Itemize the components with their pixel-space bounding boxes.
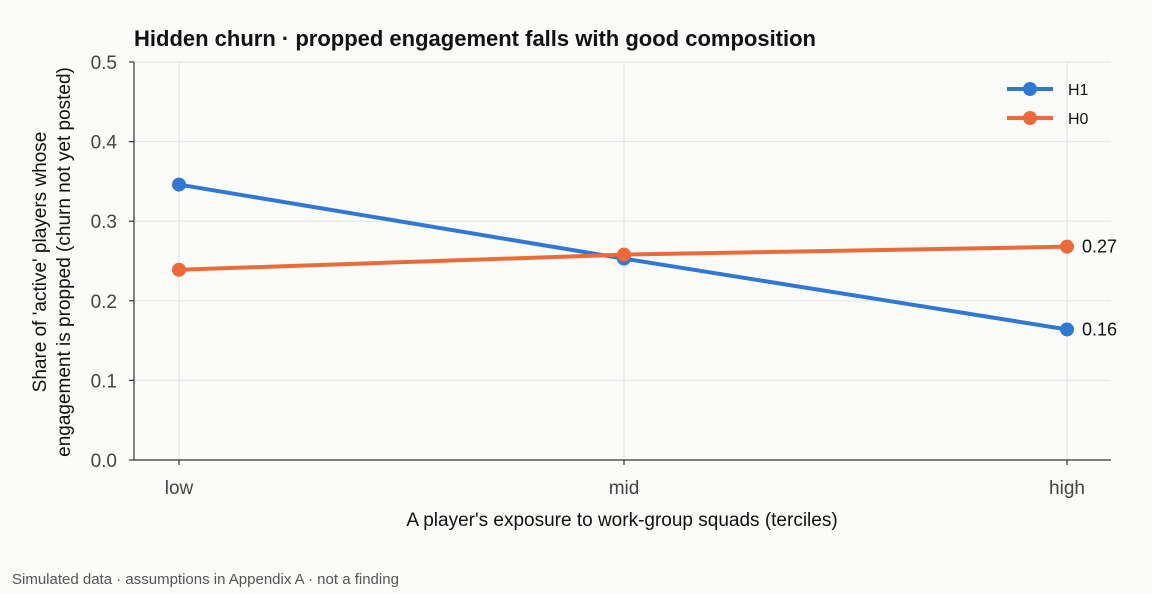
data-point-h1 [1060, 322, 1074, 337]
data-point-h0 [172, 262, 186, 277]
y-tick-label: 0.4 [91, 133, 118, 154]
y-axis-label-line-2: engagement is propped (churn not yet pos… [54, 67, 75, 457]
data-point-h1 [172, 177, 186, 192]
grid-lines [134, 61, 1111, 460]
x-tick-label: low [165, 478, 194, 499]
chart-title: Hidden churn · propped engagement falls … [134, 26, 816, 51]
y-tick-label: 0.0 [91, 451, 117, 472]
x-tick-label: high [1049, 478, 1085, 499]
x-tick-label: mid [609, 478, 640, 499]
footnote: Simulated data · assumptions in Appendix… [12, 571, 399, 588]
legend-marker-h1 [1023, 82, 1037, 96]
y-tick-label: 0.5 [91, 53, 117, 74]
y-axis-label-line-1: Share of 'active' players whose [30, 132, 51, 393]
x-axis-ticks: low mid high [165, 460, 1085, 499]
axes [133, 62, 1111, 461]
y-tick-label: 0.3 [91, 212, 117, 233]
series-group: 0.16 0.27 [172, 177, 1117, 339]
y-tick-label: 0.1 [91, 371, 117, 392]
data-point-h0 [1060, 239, 1074, 254]
x-axis-label: A player's exposure to work-group squads… [406, 510, 837, 531]
y-axis-ticks: 0.0 0.1 0.2 0.3 0.4 0.5 [91, 53, 134, 472]
end-label-h0: 0.27 [1082, 237, 1117, 257]
data-point-h0 [617, 247, 631, 262]
y-tick-label: 0.2 [91, 292, 117, 313]
legend-label-h1: H1 [1068, 82, 1089, 99]
legend: H1 H0 [1007, 82, 1089, 128]
end-label-h1: 0.16 [1082, 319, 1117, 339]
legend-label-h0: H0 [1068, 111, 1089, 128]
legend-marker-h0 [1023, 111, 1037, 125]
y-axis-label: Share of 'active' players whose engageme… [30, 67, 75, 457]
